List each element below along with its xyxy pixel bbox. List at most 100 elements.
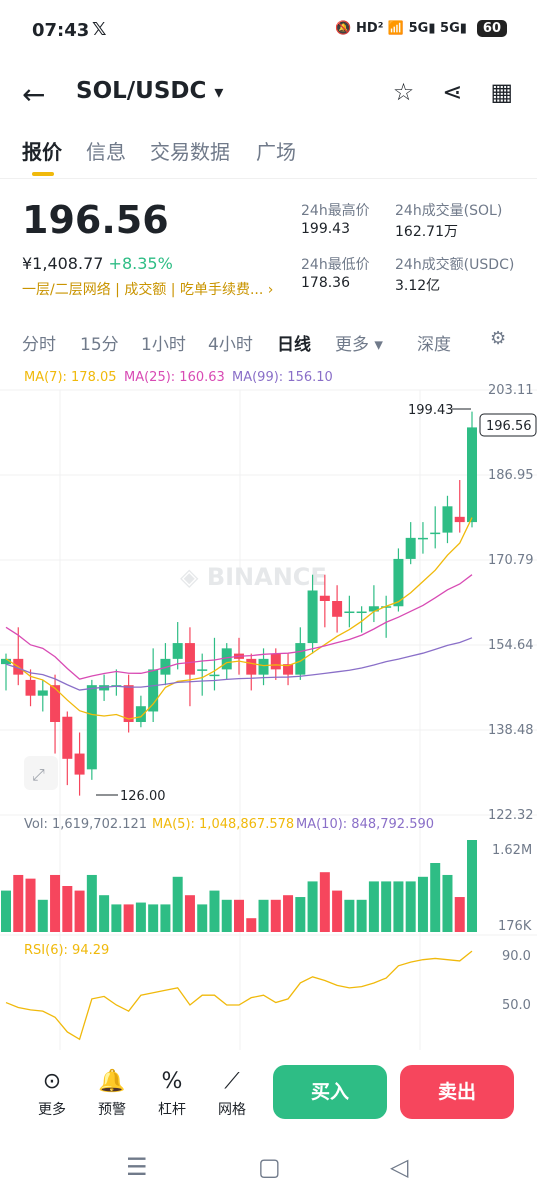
share-icon[interactable]: ⋖: [442, 78, 463, 106]
interval-1d[interactable]: 日线: [277, 335, 311, 355]
ma25-label: MA(25): 160.63: [124, 370, 225, 385]
candle-body: [209, 674, 220, 677]
volume-bar: [270, 899, 281, 932]
volume-bar: [356, 899, 367, 932]
interval-more[interactable]: 更多 ▾: [335, 335, 383, 355]
high-label: 24h最高价: [301, 203, 370, 219]
candle-body: [454, 516, 465, 523]
leverage-button[interactable]: % 杠杆: [142, 1065, 202, 1119]
volume-bar: [13, 874, 24, 932]
candle-body: [25, 679, 36, 696]
volume-bar: [430, 863, 441, 932]
volume-bar: [467, 840, 477, 932]
rsi-tick-90: 90.0: [502, 949, 531, 964]
tab-square[interactable]: 广场: [256, 140, 296, 164]
grid-button[interactable]: ⟋ 网格: [202, 1065, 262, 1119]
back-nav-icon[interactable]: ◁: [390, 1153, 409, 1181]
volume-bar: [50, 874, 61, 932]
candle-body: [319, 595, 330, 602]
y-tick: 122.32: [488, 808, 534, 823]
candle-body: [393, 558, 404, 607]
volume-bar: [454, 897, 465, 932]
interval-tabs: 分时 15分 1小时 4小时 日线 更多 ▾ 深度 ⚙: [0, 326, 537, 356]
interval-1h[interactable]: 1小时: [141, 335, 186, 355]
alert-button[interactable]: 🔔 预警: [82, 1065, 142, 1119]
home-icon[interactable]: ▢: [258, 1153, 281, 1181]
depth-tab[interactable]: 深度: [417, 335, 451, 355]
volume-bar: [295, 897, 306, 932]
interval-line[interactable]: 分时: [22, 335, 56, 355]
more-button[interactable]: ⊙ 更多: [22, 1065, 82, 1119]
volume-bar: [62, 886, 73, 932]
star-icon[interactable]: ☆: [392, 78, 415, 106]
volume-bar: [148, 904, 159, 932]
buy-button[interactable]: 买入: [273, 1065, 387, 1119]
chevron-down-icon: ▾: [214, 82, 224, 103]
status-time: 07:43: [32, 20, 90, 41]
price-cny: ¥1,408.77 +8.35%: [22, 254, 173, 273]
rsi-tick-50: 50.0: [502, 998, 531, 1013]
candle-body: [246, 658, 257, 675]
ma99-label: MA(99): 156.10: [232, 370, 333, 385]
volume-bar: [344, 899, 355, 932]
candle-body: [1, 658, 11, 665]
volume-bar: [405, 881, 416, 932]
candle-body: [344, 611, 355, 614]
interval-15m[interactable]: 15分: [80, 335, 119, 355]
candle-body: [295, 643, 306, 675]
recents-icon[interactable]: ☰: [126, 1153, 148, 1181]
candlestick-chart[interactable]: MA(7): 178.05 MA(25): 160.63 MA(99): 156…: [0, 360, 537, 1052]
volume-bar: [319, 872, 330, 932]
vol-ma10-label: MA(10): 848,792.590: [296, 817, 434, 832]
watermark: ◈ BINANCE: [180, 563, 327, 591]
y-tick: 203.11: [488, 383, 534, 398]
moving-averages: [5, 517, 473, 720]
candle-body: [332, 601, 343, 617]
candle-body: [381, 606, 392, 608]
y-tick: 170.79: [488, 553, 534, 568]
candle-body: [50, 685, 61, 722]
tab-trade-data[interactable]: 交易数据: [150, 140, 230, 164]
volume-bar: [283, 895, 294, 932]
battery-icon: 60: [476, 20, 507, 37]
grid-menu-icon[interactable]: ▦: [490, 78, 513, 106]
candle-body: [417, 537, 428, 540]
chart-settings-icon[interactable]: ⚙: [490, 328, 507, 349]
vol-ma5-label: MA(5): 1,048,867.578: [152, 817, 294, 832]
sell-button[interactable]: 卖出: [400, 1065, 514, 1119]
volume-bar: [111, 904, 122, 932]
more-dots-icon: ⊙: [42, 1069, 62, 1094]
candle-body: [405, 537, 416, 559]
high-mark: 199.43: [408, 403, 454, 418]
candle-body: [270, 653, 281, 670]
volume-bars: [1, 840, 477, 932]
candle-body: [467, 427, 477, 523]
volume-label: 24h成交量(SOL): [395, 203, 503, 219]
y-tick: 138.48: [488, 723, 534, 738]
more-label: 更多: [38, 1102, 66, 1118]
vol-label: Vol: 1,619,702.121: [24, 817, 147, 832]
y-tick: 154.64: [488, 638, 534, 653]
interval-4h[interactable]: 4小时: [208, 335, 253, 355]
grid-label: 网格: [218, 1102, 246, 1118]
status-bar: 07:43 𝕏 🔕 HD² 📶 5G▮ 5G▮ 60: [0, 0, 537, 62]
pair-selector[interactable]: SOL/USDC ▾: [76, 78, 223, 104]
volume-bar: [74, 890, 85, 932]
tab-quote[interactable]: 报价: [22, 140, 62, 164]
y-tick: 186.95: [488, 468, 534, 483]
volume-bar: [381, 881, 392, 932]
candle-body: [442, 506, 453, 533]
volume-bar: [368, 881, 379, 932]
back-arrow-icon[interactable]: ←: [22, 78, 46, 111]
candle-body: [221, 648, 232, 670]
expand-chart-button[interactable]: ⤢: [24, 756, 58, 790]
volume-bar: [234, 899, 244, 932]
high-annotation: 199.43: [408, 403, 471, 418]
candle-body: [430, 532, 441, 535]
volume-bar: [123, 904, 134, 932]
candle-body: [172, 643, 183, 659]
tab-info[interactable]: 信息: [86, 140, 126, 164]
svg-text:⤢: ⤢: [32, 765, 45, 784]
x-app-icon: 𝕏: [92, 19, 107, 40]
tag-links[interactable]: 一层/二层网络 | 成交额 | 吃单手续费... ›: [22, 282, 274, 298]
